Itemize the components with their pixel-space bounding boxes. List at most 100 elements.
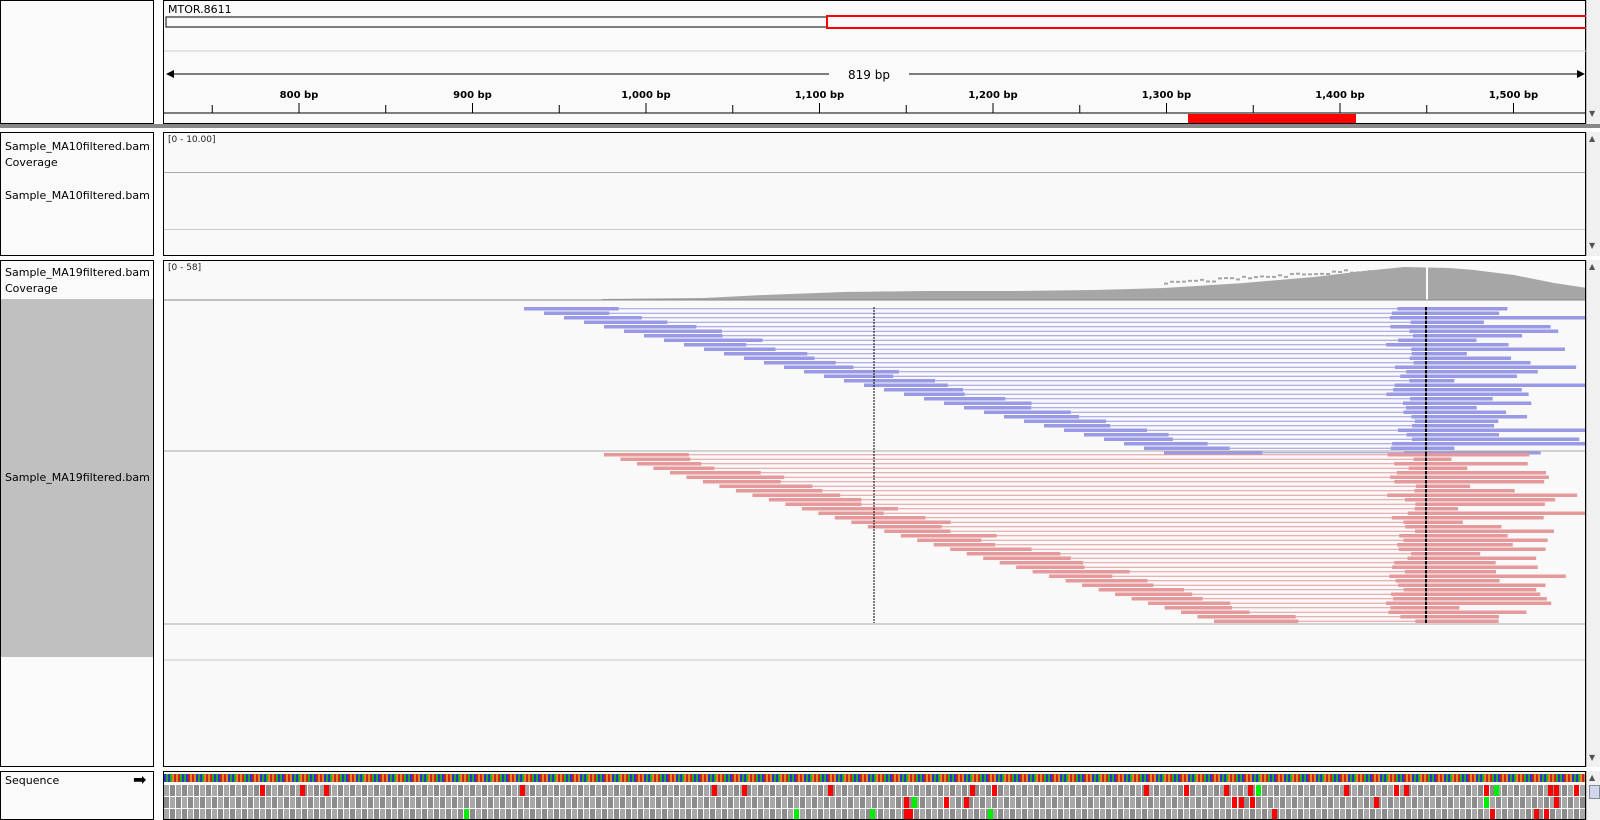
codon (1226, 809, 1231, 820)
base (1552, 774, 1554, 782)
codon (830, 809, 835, 820)
codon (1562, 785, 1567, 796)
down-arrow-icon[interactable]: ▼ (1589, 754, 1595, 762)
base (258, 774, 260, 782)
codon (614, 809, 619, 820)
codon (1394, 797, 1399, 808)
reverse-read-left (802, 507, 898, 511)
codon (1058, 809, 1063, 820)
codon (1550, 809, 1555, 820)
forward-read-left (1124, 442, 1208, 446)
base (272, 774, 274, 782)
codon (932, 797, 937, 808)
up-arrow-icon[interactable]: ▲ (1589, 774, 1595, 782)
base (234, 774, 236, 782)
ma19-reads-selection[interactable]: Sample_MA19filtered.bam (1, 299, 153, 657)
forward-read-right (1409, 379, 1454, 383)
codon (1118, 809, 1123, 820)
ma10-scrollbar[interactable]: ▲ ▼ (1586, 132, 1600, 256)
panel-divider[interactable] (0, 124, 1600, 128)
codon (728, 785, 733, 796)
codon (338, 785, 343, 796)
base (220, 774, 222, 782)
codon (512, 797, 517, 808)
codon (1424, 809, 1429, 820)
codon (500, 809, 505, 820)
codon (1130, 797, 1135, 808)
base (942, 774, 944, 782)
base (860, 774, 862, 782)
base (1486, 774, 1488, 782)
ruler-scrollbar[interactable]: ▼ (1586, 0, 1600, 124)
codon (842, 785, 847, 796)
base (1506, 774, 1508, 782)
stop-codon (1272, 809, 1277, 820)
codon (578, 785, 583, 796)
up-arrow-icon[interactable]: ▲ (1589, 263, 1595, 271)
codon (296, 809, 301, 820)
down-arrow-icon[interactable]: ▼ (1589, 242, 1595, 250)
base (622, 774, 624, 782)
ma10-reads-name[interactable]: Sample_MA10filtered.bam (5, 189, 150, 202)
codon (356, 809, 361, 820)
codon (1514, 785, 1519, 796)
reverse-junction-mark (1425, 548, 1427, 552)
sequence-track-name[interactable]: Sequence (5, 774, 59, 787)
stop-codon (1490, 809, 1495, 820)
forward-read-right (1392, 442, 1585, 446)
sequence-scrollbar[interactable]: ▲ (1586, 771, 1600, 820)
codon (890, 797, 895, 808)
codon (644, 797, 649, 808)
codon (1346, 797, 1351, 808)
codon (1142, 809, 1147, 820)
codon (500, 797, 505, 808)
base (1372, 774, 1374, 782)
base (300, 774, 302, 782)
codon (422, 785, 427, 796)
base (1328, 774, 1330, 782)
codon (860, 797, 865, 808)
down-arrow-icon[interactable]: ▼ (1589, 110, 1595, 118)
ruler-panel[interactable]: MTOR.8611 819 bp 800 bp 900 bp 1,000 bp 1,1… (163, 0, 1586, 124)
base (1218, 774, 1220, 782)
coverage-histogram (602, 267, 1585, 300)
base (958, 774, 960, 782)
base (526, 774, 528, 782)
codon (464, 785, 469, 796)
ma19-coverage-name[interactable]: Sample_MA19filtered.bam Coverage (5, 265, 155, 297)
ma19-scrollbar[interactable]: ▲ ▼ (1586, 260, 1600, 767)
base (898, 774, 900, 782)
forward-junction-mark (1425, 330, 1427, 334)
up-arrow-icon[interactable]: ▲ (1589, 135, 1595, 143)
base (604, 774, 606, 782)
ma19-data-panel[interactable]: [0 - 58] (163, 260, 1586, 767)
base (900, 774, 902, 782)
codon (1352, 797, 1357, 808)
codon (536, 809, 541, 820)
codon (920, 785, 925, 796)
reverse-read-left (1000, 561, 1083, 565)
base (1402, 774, 1404, 782)
reverse-read-right (1397, 471, 1546, 475)
base (1094, 774, 1096, 782)
ma10-coverage-name[interactable]: Sample_MA10filtered.bam Coverage (5, 139, 155, 171)
base (1388, 774, 1390, 782)
ruler-tick-label: 1,200 bp (953, 90, 1033, 101)
codon (812, 797, 817, 808)
codon (878, 797, 883, 808)
codon (1070, 797, 1075, 808)
codon (422, 809, 427, 820)
base (962, 774, 964, 782)
base (796, 774, 798, 782)
right-arrow-icon[interactable]: ➡ (133, 770, 146, 789)
base (1056, 774, 1058, 782)
codon (224, 797, 229, 808)
base (1050, 774, 1052, 782)
base (850, 774, 852, 782)
base (182, 774, 184, 782)
sequence-graphics (164, 772, 1585, 820)
base (1420, 774, 1422, 782)
coverage-bar (1338, 271, 1342, 273)
ma10-data-panel[interactable]: [0 - 10.00] (163, 132, 1586, 256)
alignment-graphics[interactable] (164, 261, 1585, 766)
